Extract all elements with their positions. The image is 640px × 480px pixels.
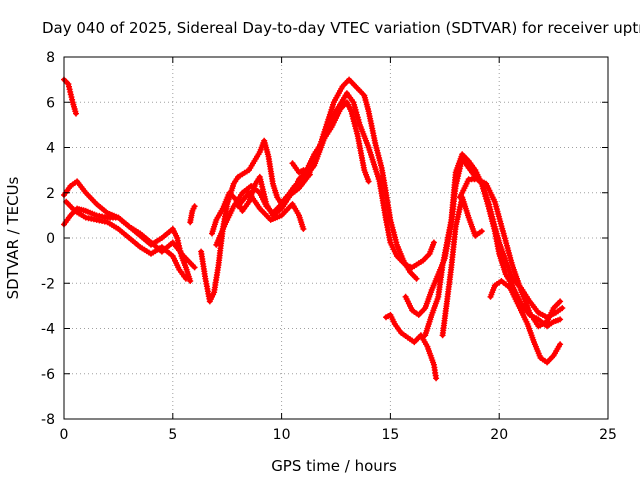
- series-line: [209, 77, 419, 281]
- data-point: [559, 305, 566, 312]
- data-point: [557, 316, 564, 323]
- series-track-16: [487, 278, 564, 366]
- series-track-7: [209, 76, 420, 282]
- y-tick-label: 2: [46, 186, 55, 202]
- y-tick-label: -8: [41, 412, 55, 428]
- series-track-1: [61, 76, 79, 117]
- data-point: [557, 298, 564, 305]
- x-tick-label: 10: [273, 427, 291, 443]
- series-track-10: [289, 160, 313, 178]
- data-point: [478, 228, 485, 235]
- chart-title: Day 040 of 2025, Sidereal Day-to-day VTE…: [42, 19, 640, 37]
- series-track-5: [187, 203, 198, 226]
- data-point: [73, 110, 79, 117]
- y-tick-label: -2: [41, 276, 55, 292]
- y-tick-label: 8: [46, 50, 55, 66]
- data-point: [306, 171, 313, 178]
- data-series: [61, 76, 566, 382]
- data-point: [187, 278, 194, 284]
- data-point: [191, 264, 198, 271]
- y-tick-label: 0: [46, 231, 55, 247]
- x-tick-label: 0: [60, 427, 69, 443]
- y-axis-title: SDTVAR / TECUs: [4, 176, 22, 299]
- x-tick-label: 15: [381, 427, 399, 443]
- series-track-9: [235, 189, 307, 232]
- data-point: [557, 341, 564, 348]
- y-tick-label: 6: [46, 95, 55, 111]
- series-track-14: [439, 194, 485, 339]
- x-axis-title: GPS time / hours: [271, 457, 397, 475]
- data-point: [300, 225, 307, 232]
- y-tick-label: 4: [46, 141, 55, 157]
- series-track-15: [457, 176, 564, 330]
- data-point: [365, 178, 372, 185]
- data-point: [182, 275, 189, 282]
- axis-ticks: 0 5 10 15 20 25 -8 -6 -4 -2 0 2 4 6 8: [41, 50, 617, 443]
- y-tick-label: -4: [41, 322, 55, 338]
- x-tick-label: 25: [599, 427, 617, 443]
- data-point: [191, 203, 198, 210]
- series-track-4: [63, 198, 189, 282]
- series-track-3: [61, 178, 198, 271]
- series-line: [440, 195, 485, 338]
- series-track-8: [213, 99, 372, 248]
- data-point: [430, 239, 437, 246]
- x-tick-label: 5: [168, 427, 177, 443]
- x-tick-label: 20: [490, 427, 508, 443]
- data-point: [433, 375, 440, 382]
- series-line: [214, 100, 371, 248]
- y-tick-label: -6: [41, 367, 55, 383]
- data-point: [413, 275, 420, 282]
- series-track-13: [422, 151, 566, 339]
